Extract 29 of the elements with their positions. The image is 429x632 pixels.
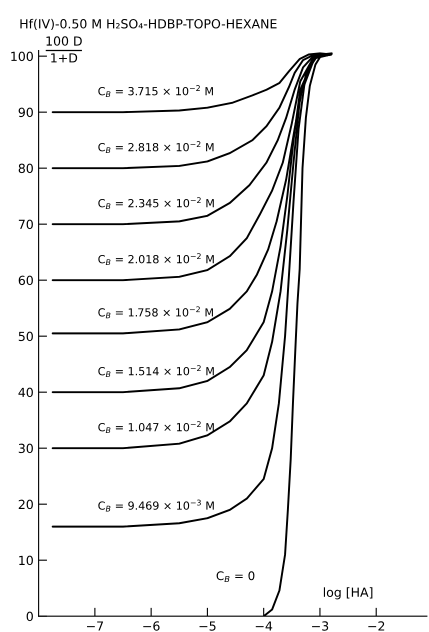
annotation: C$_{B}$ = 1.758 × 10$^{−2}$ M [98, 306, 213, 318]
x-tick-label: −6 [143, 621, 160, 631]
annotation: C$_{B}$ = 2.818 × 10$^{−2}$ M [98, 141, 214, 154]
annotation: C$_{B}$ = 1.514 × 10$^{−2}$ M [98, 365, 214, 378]
y-tick-label: 70 [18, 220, 33, 230]
y-tick-label: 100 [11, 52, 33, 62]
annotation: C$_{B}$ = 2.018 × 10$^{−2}$ M [98, 253, 214, 266]
annotation: C$_{B}$ = 2.345 × 10$^{−2}$ M [98, 197, 214, 210]
annotation: C$_{B}$ = 1.047 × 10$^{−2}$ M [98, 421, 214, 434]
y-tick-label: 50 [18, 332, 33, 342]
y-tick-label: 60 [18, 276, 33, 286]
y-tick-label: 30 [18, 444, 33, 454]
y-tick-label: 20 [18, 500, 33, 510]
y-tick-label: 40 [18, 388, 33, 398]
x-tick-label: −7 [86, 621, 104, 631]
x-tick-label: −3 [312, 621, 328, 631]
x-tick-label: −4 [256, 621, 272, 631]
y-tick-label: 0 [26, 612, 33, 622]
y-axis-title: 100 D 1+D [46, 36, 82, 62]
y-tick-label: 90 [18, 108, 33, 118]
annotation: C$_{B}$ = 9.469 × 10$^{−3}$ M [98, 500, 214, 512]
x-axis-title: log [HA] [324, 587, 372, 600]
annotation: C$_{B}$ = 0 [216, 571, 254, 582]
x-tick-label: −2 [368, 621, 384, 631]
y-tick-label: 10 [19, 556, 33, 566]
y-tick-label: 80 [18, 164, 33, 174]
x-tick-label: −5 [200, 621, 216, 631]
chart-title: Hf(IV)-0.50 M H₂SO₄-HDBP-TOPO-HEXANE [20, 18, 277, 30]
annotation: C$_{B}$ = 3.715 × 10$^{−2}$ M [98, 85, 213, 98]
